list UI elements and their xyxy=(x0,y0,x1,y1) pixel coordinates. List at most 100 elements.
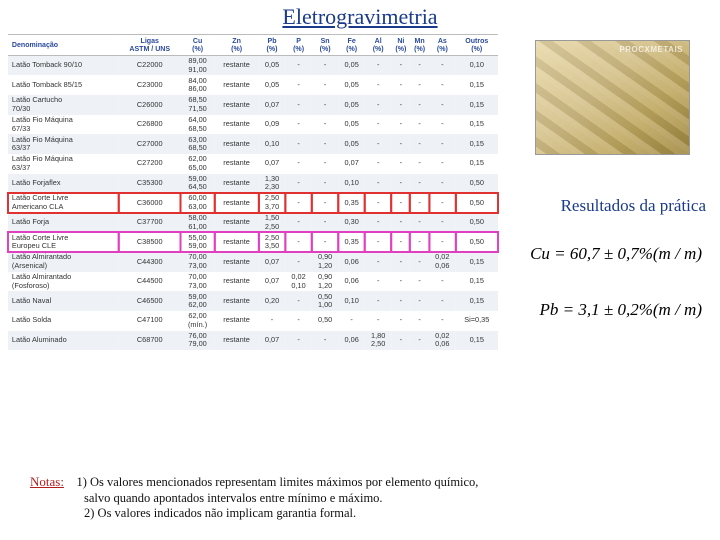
table-cell: - xyxy=(410,193,429,213)
col-header: Zn(%) xyxy=(214,35,258,56)
table-cell: Latão Naval xyxy=(8,291,119,311)
table-cell: - xyxy=(365,115,392,135)
page-title: Eletrogravimetria xyxy=(0,0,720,30)
table-cell: - xyxy=(391,193,410,213)
table-cell: - xyxy=(365,213,392,233)
table-cell: Latão Tomback 90/10 xyxy=(8,55,119,75)
table-cell: 60,0063,00 xyxy=(181,193,215,213)
table-cell: - xyxy=(391,95,410,115)
table-cell: 0,50 xyxy=(456,193,498,213)
table-cell: - xyxy=(429,311,456,331)
table-cell: - xyxy=(365,75,392,95)
table-cell: C44500 xyxy=(119,272,181,292)
table-cell: 0,35 xyxy=(338,193,365,213)
table-cell: - xyxy=(285,115,312,135)
table-cell: restante xyxy=(214,232,258,252)
table-row: Latão ForjaC3770058,0061,00restante1,502… xyxy=(8,213,498,233)
table-cell: Latão Corte LivreEuropeu CLE xyxy=(8,232,119,252)
table-cell: - xyxy=(410,115,429,135)
table-cell: 0,20 xyxy=(259,291,286,311)
table-cell: 0,07 xyxy=(259,331,286,351)
table-cell: - xyxy=(391,291,410,311)
table-cell: - xyxy=(285,154,312,174)
table-row: Latão SoldaC4710062,00(mín.)restante--0,… xyxy=(8,311,498,331)
col-header: Denominação xyxy=(8,35,119,56)
table-cell: 62,00(mín.) xyxy=(181,311,215,331)
table-cell: Latão Forja xyxy=(8,213,119,233)
table-cell: restante xyxy=(214,75,258,95)
table-cell: 55,0059,00 xyxy=(181,232,215,252)
table-cell: - xyxy=(365,134,392,154)
table-cell: C26000 xyxy=(119,95,181,115)
table-cell: 0,15 xyxy=(456,291,498,311)
table-cell: - xyxy=(410,291,429,311)
table-cell: 59,0064,50 xyxy=(181,174,215,194)
table-cell: - xyxy=(410,134,429,154)
table-cell: - xyxy=(365,154,392,174)
table-cell: Latão Forjaflex xyxy=(8,174,119,194)
table-cell: 0,35 xyxy=(338,232,365,252)
table-cell: 0,50 xyxy=(312,311,339,331)
table-cell: - xyxy=(429,272,456,292)
table-cell: 0,07 xyxy=(259,154,286,174)
table-cell: - xyxy=(285,232,312,252)
table-cell: 1,802,50 xyxy=(365,331,392,351)
composition-table: DenominaçãoLigasASTM / UNSCu(%)Zn(%)Pb(%… xyxy=(8,34,498,350)
table-cell: 0,05 xyxy=(338,134,365,154)
table-cell: 62,0065,00 xyxy=(181,154,215,174)
table-cell: Latão Almirantado(Arsenical) xyxy=(8,252,119,272)
table-cell: restante xyxy=(214,291,258,311)
table-cell: 84,0086,00 xyxy=(181,75,215,95)
formula-pb: Pb = 3,1 ± 0,2%(m / m) xyxy=(540,300,702,320)
table-cell: 0,07 xyxy=(259,272,286,292)
table-cell: 1,302,30 xyxy=(259,174,286,194)
table-row: Latão AluminadoC6870076,0079,00restante0… xyxy=(8,331,498,351)
table-cell: Latão Cartucho70/30 xyxy=(8,95,119,115)
table-row: Latão Corte LivreEuropeu CLEC3850055,005… xyxy=(8,232,498,252)
table-cell: - xyxy=(312,115,339,135)
table-cell: - xyxy=(410,95,429,115)
table-cell: restante xyxy=(214,213,258,233)
table-cell: - xyxy=(365,311,392,331)
table-cell: - xyxy=(429,154,456,174)
table-cell: - xyxy=(285,134,312,154)
table-row: Latão Tomback 90/10C2200089,0091,00resta… xyxy=(8,55,498,75)
photo-watermark: PROCXMETAIS xyxy=(619,45,683,54)
table-cell: 0,15 xyxy=(456,115,498,135)
col-header: Cu(%) xyxy=(181,35,215,56)
table-cell: 0,05 xyxy=(338,75,365,95)
table-cell: - xyxy=(391,55,410,75)
table-cell: - xyxy=(365,291,392,311)
table-cell: - xyxy=(410,232,429,252)
table-cell: 70,0073,00 xyxy=(181,272,215,292)
table-row: Latão Tomback 85/15C2300084,0086,00resta… xyxy=(8,75,498,95)
results-label: Resultados da prática xyxy=(561,196,706,216)
table-cell: restante xyxy=(214,252,258,272)
brass-rods-photo: PROCXMETAIS xyxy=(535,40,690,155)
table-cell: - xyxy=(429,115,456,135)
table-cell: C22000 xyxy=(119,55,181,75)
table-cell: - xyxy=(312,213,339,233)
table-cell: - xyxy=(338,311,365,331)
table-cell: 0,501,00 xyxy=(312,291,339,311)
table-cell: - xyxy=(365,272,392,292)
table-cell: - xyxy=(429,193,456,213)
table-cell: 0,07 xyxy=(259,252,286,272)
table-cell: Latão Corte LivreAmericano CLA xyxy=(8,193,119,213)
table-cell: - xyxy=(391,311,410,331)
table-cell: restante xyxy=(214,115,258,135)
table-row: Latão Almirantado(Arsenical)C4430070,007… xyxy=(8,252,498,272)
table-cell: 63,0068,50 xyxy=(181,134,215,154)
table-row: Latão Fio Máquina63/37C2700063,0068,50re… xyxy=(8,134,498,154)
table-cell: 0,15 xyxy=(456,95,498,115)
table-cell: 0,30 xyxy=(338,213,365,233)
table-cell: 0,15 xyxy=(456,252,498,272)
table-cell: 89,0091,00 xyxy=(181,55,215,75)
table-cell: - xyxy=(410,252,429,272)
table-cell: - xyxy=(410,213,429,233)
table-cell: - xyxy=(285,174,312,194)
formula-cu: Cu = 60,7 ± 0,7%(m / m) xyxy=(530,244,702,264)
table-cell: - xyxy=(365,252,392,272)
table-cell: C46500 xyxy=(119,291,181,311)
table-cell: - xyxy=(410,311,429,331)
